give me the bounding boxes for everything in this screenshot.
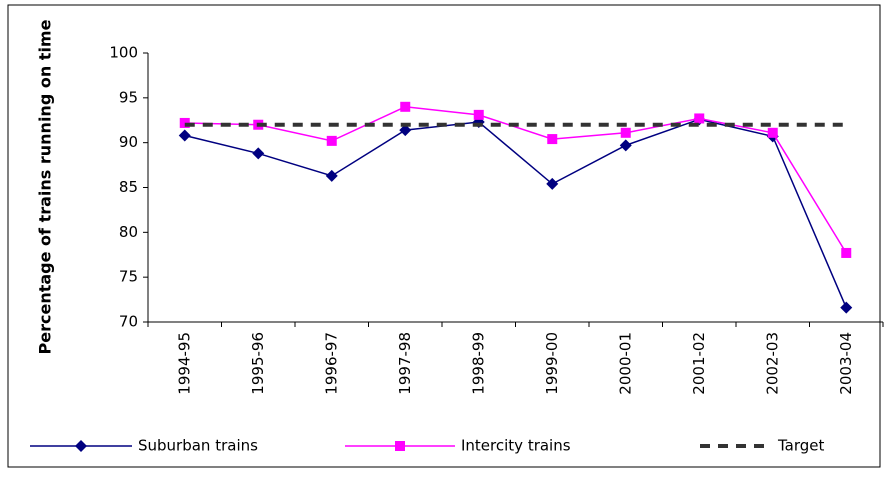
x-tick-label: 2002-03 [763, 332, 781, 395]
y-tick-label: 75 [119, 268, 138, 286]
y-tick-label: 80 [119, 223, 138, 241]
point [395, 441, 405, 451]
x-tick-label: 1997-98 [396, 332, 414, 395]
y-tick-label: 95 [119, 88, 138, 106]
x-tick-label: 1994-95 [175, 332, 193, 395]
point [325, 169, 338, 182]
point [75, 440, 87, 452]
point [252, 147, 265, 160]
y-tick-label: 70 [119, 313, 138, 331]
x-tick-label: 2001-02 [690, 332, 708, 395]
x-tick-label: 2000-01 [616, 332, 634, 395]
legend-label: Intercity trains [461, 437, 571, 455]
point [399, 124, 412, 137]
point [841, 247, 852, 258]
point [620, 127, 631, 138]
point [178, 129, 191, 142]
y-tick-label: 85 [119, 178, 138, 196]
point [473, 109, 484, 120]
point [547, 134, 558, 145]
point [546, 177, 559, 190]
point [326, 135, 337, 146]
y-tick-label: 90 [119, 133, 138, 151]
y-axis-label: Percentage of trains running on time [36, 19, 55, 354]
x-tick-label: 1996-97 [322, 332, 340, 395]
point [694, 113, 705, 124]
point [840, 301, 853, 314]
legend-label: Suburban trains [138, 437, 258, 455]
x-tick-label: 1999-00 [543, 332, 561, 395]
y-tick-label: 100 [109, 44, 138, 62]
x-tick-label: 1998-99 [469, 332, 487, 395]
series-line [184, 118, 847, 308]
point [400, 101, 411, 112]
point [767, 127, 778, 138]
x-tick-label: 2003-04 [837, 332, 855, 395]
x-tick-label: 1995-96 [249, 332, 267, 395]
point [619, 139, 632, 152]
chart-frame [7, 4, 881, 468]
legend-label: Target [777, 437, 825, 455]
series-line [184, 106, 847, 254]
